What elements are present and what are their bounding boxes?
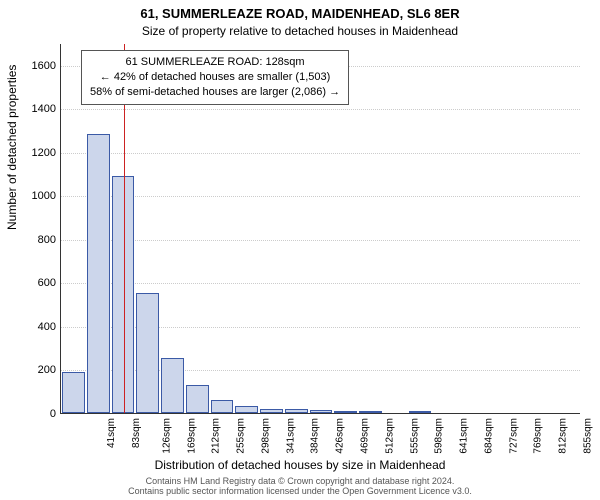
y-tick-label: 400 bbox=[38, 321, 56, 333]
x-tick-label: 255sqm bbox=[236, 418, 247, 454]
gridline bbox=[61, 109, 580, 110]
credits-line-2: Contains public sector information licen… bbox=[128, 486, 472, 496]
y-tick-label: 1200 bbox=[32, 147, 56, 159]
x-tick-label: 41sqm bbox=[106, 418, 117, 448]
gridline bbox=[61, 283, 580, 284]
gridline bbox=[61, 240, 580, 241]
bar bbox=[285, 409, 308, 413]
bar bbox=[235, 406, 258, 413]
x-tick-label: 426sqm bbox=[335, 418, 346, 454]
x-axis-label: Distribution of detached houses by size … bbox=[0, 458, 600, 472]
y-tick-label: 0 bbox=[50, 408, 56, 420]
annotation-line: ← 42% of detached houses are smaller (1,… bbox=[90, 70, 340, 85]
x-tick-label: 384sqm bbox=[310, 418, 321, 454]
x-tick-label: 555sqm bbox=[409, 418, 420, 454]
x-tick-label: 341sqm bbox=[285, 418, 296, 454]
x-tick-label: 727sqm bbox=[508, 418, 519, 454]
bar bbox=[161, 358, 184, 414]
y-axis-label: Number of detached properties bbox=[5, 65, 19, 230]
annotation-line: 61 SUMMERLEAZE ROAD: 128sqm bbox=[90, 55, 340, 70]
bar bbox=[87, 134, 110, 413]
credits-line-1: Contains HM Land Registry data © Crown c… bbox=[146, 476, 455, 486]
y-tick-label: 600 bbox=[38, 277, 56, 289]
bar bbox=[409, 411, 432, 413]
x-tick-label: 769sqm bbox=[533, 418, 544, 454]
gridline bbox=[61, 196, 580, 197]
chart-subtitle: Size of property relative to detached ho… bbox=[0, 24, 600, 38]
y-tick-label: 1000 bbox=[32, 190, 56, 202]
y-tick-label: 1600 bbox=[32, 60, 56, 72]
bar bbox=[359, 411, 382, 413]
chart-title: 61, SUMMERLEAZE ROAD, MAIDENHEAD, SL6 8E… bbox=[0, 6, 600, 21]
plot-area: 61 SUMMERLEAZE ROAD: 128sqm← 42% of deta… bbox=[60, 44, 580, 414]
x-tick-label: 126sqm bbox=[161, 418, 172, 454]
chart-container: 61, SUMMERLEAZE ROAD, MAIDENHEAD, SL6 8E… bbox=[0, 0, 600, 500]
x-tick-label: 684sqm bbox=[483, 418, 494, 454]
bar bbox=[186, 385, 209, 413]
x-tick-label: 598sqm bbox=[434, 418, 445, 454]
x-tick-label: 169sqm bbox=[186, 418, 197, 454]
y-tick-label: 200 bbox=[38, 364, 56, 376]
annotation-line: 58% of semi-detached houses are larger (… bbox=[90, 85, 340, 100]
x-tick-label: 512sqm bbox=[384, 418, 395, 454]
bar bbox=[62, 372, 85, 413]
annotation-box: 61 SUMMERLEAZE ROAD: 128sqm← 42% of deta… bbox=[81, 50, 349, 105]
x-tick-label: 855sqm bbox=[582, 418, 593, 454]
bar bbox=[211, 400, 234, 413]
x-tick-label: 83sqm bbox=[131, 418, 142, 448]
x-tick-label: 812sqm bbox=[558, 418, 569, 454]
bar bbox=[310, 410, 333, 413]
x-tick-label: 298sqm bbox=[261, 418, 272, 454]
credits: Contains HM Land Registry data © Crown c… bbox=[0, 476, 600, 497]
bar bbox=[334, 411, 357, 413]
y-tick-label: 1400 bbox=[32, 103, 56, 115]
gridline bbox=[61, 153, 580, 154]
y-tick-label: 800 bbox=[38, 234, 56, 246]
bar bbox=[136, 293, 159, 413]
x-tick-label: 469sqm bbox=[360, 418, 371, 454]
bar bbox=[260, 409, 283, 413]
x-tick-label: 212sqm bbox=[211, 418, 222, 454]
x-tick-label: 641sqm bbox=[459, 418, 470, 454]
